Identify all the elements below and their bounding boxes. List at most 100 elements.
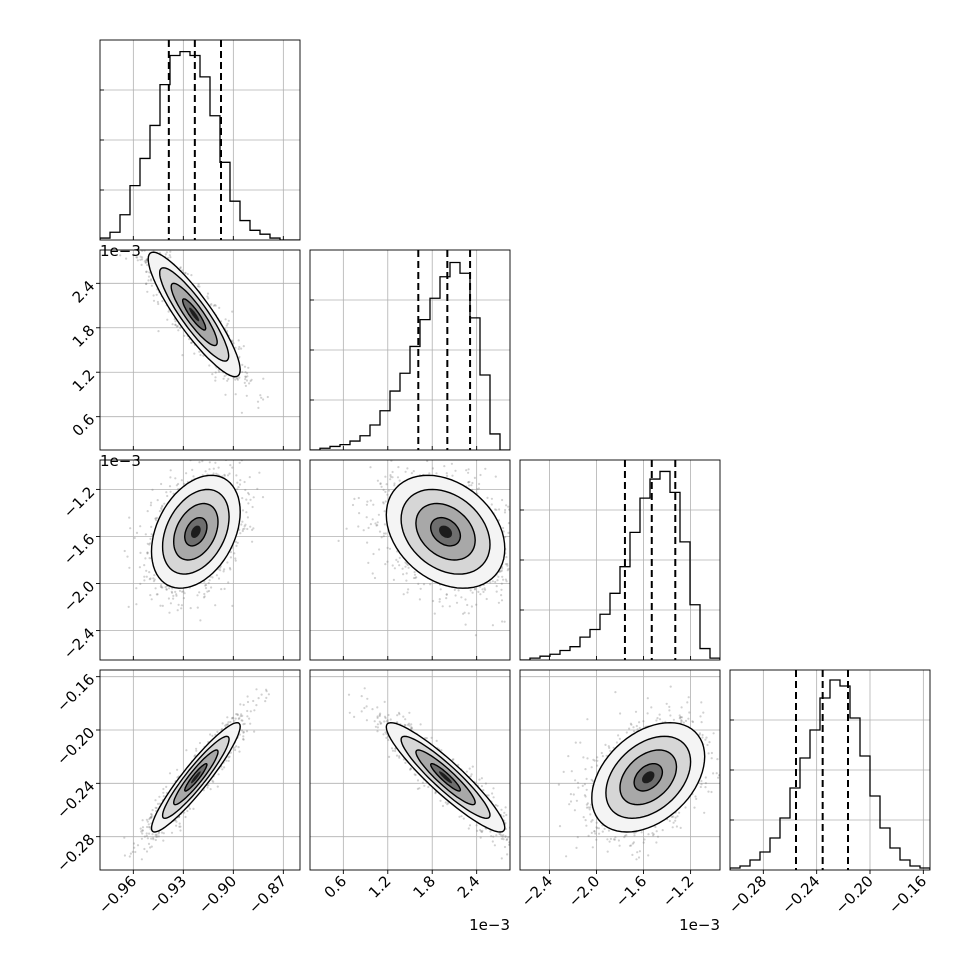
scatter-point: [404, 561, 407, 564]
scatter-point: [143, 579, 146, 582]
scatter-point: [169, 602, 172, 605]
scatter-point: [345, 527, 348, 530]
scatter-point: [405, 572, 408, 575]
scatter-point: [501, 620, 504, 623]
scatter-point: [203, 457, 205, 459]
scatter-point: [407, 566, 410, 569]
scatter-point: [168, 611, 171, 614]
scatter-point: [184, 271, 187, 274]
scatter-point: [412, 470, 415, 473]
scatter-point: [266, 395, 269, 399]
scatter-point: [242, 345, 245, 348]
density-fill: [439, 525, 453, 538]
scatter-point: [507, 522, 510, 525]
scatter-point: [150, 501, 153, 504]
scatter-point: [507, 505, 510, 508]
scatter-point: [146, 552, 149, 555]
scatter-point: [185, 472, 188, 475]
scatter-point: [150, 284, 153, 287]
scatter-point: [145, 270, 148, 273]
scatter-point: [374, 522, 377, 525]
scatter-point: [389, 475, 392, 478]
scatter-point: [144, 247, 146, 249]
scatter-point: [146, 263, 149, 267]
scatter-point: [141, 256, 144, 259]
scatter-point: [435, 472, 438, 475]
scatter-point: [386, 546, 389, 550]
scatter-point: [505, 504, 508, 507]
scatter-point: [190, 341, 193, 344]
scatter-point: [244, 523, 247, 526]
scatter-point: [175, 484, 178, 487]
scatter-point: [535, 547, 537, 549]
histogram-panel-0-plot-area: [100, 40, 300, 240]
scatter-point: [153, 574, 156, 577]
scatter-point: [214, 379, 217, 382]
scatter-point: [154, 517, 157, 520]
contour-line: [158, 267, 230, 362]
scatter-point: [151, 488, 154, 491]
scatter-point: [245, 498, 248, 501]
contour-line: [172, 502, 219, 561]
scatter-point: [471, 591, 474, 594]
scatter-point: [245, 379, 249, 382]
scatter-point: [174, 323, 177, 327]
scatter-point: [147, 242, 149, 244]
scatter-point: [123, 549, 126, 553]
scatter-point: [198, 350, 201, 353]
scatter-point: [506, 564, 509, 567]
scatter-point: [181, 590, 184, 593]
scatter-point: [520, 589, 522, 591]
contour-line: [150, 474, 241, 589]
scatter-point: [226, 379, 229, 382]
scatter-point: [387, 489, 390, 492]
scatter-point: [169, 476, 172, 479]
scatter-point: [167, 310, 170, 313]
scatter-point: [215, 472, 218, 475]
scatter-point: [136, 256, 139, 259]
scatter-point: [234, 393, 237, 396]
scatter-point: [494, 508, 497, 511]
scatter-point: [422, 583, 426, 586]
contour-line: [170, 282, 218, 347]
scatter-point: [223, 375, 226, 378]
scatter-point: [405, 579, 408, 582]
histogram-step-line: [100, 51, 300, 240]
scatter-point: [136, 259, 139, 262]
scatter-point: [369, 523, 372, 526]
contour-line: [161, 488, 230, 575]
scatter-point: [186, 272, 189, 276]
scatter-point: [241, 363, 244, 366]
scatter-point: [139, 255, 142, 258]
scatter-point: [503, 620, 506, 623]
scatter-point: [371, 518, 374, 521]
scatter-point: [177, 329, 180, 332]
scatter-point: [389, 474, 392, 477]
scatter-point: [138, 231, 140, 233]
scatter-point: [128, 566, 131, 569]
scatter-point: [214, 371, 217, 374]
scatter-point: [464, 623, 467, 626]
scatter-point: [155, 593, 158, 596]
scatter-point: [218, 306, 221, 309]
scatter-point: [155, 242, 157, 244]
scatter-point: [206, 292, 210, 295]
scatter-point: [121, 223, 123, 225]
scatter-point: [463, 611, 466, 614]
scatter-point: [220, 588, 223, 591]
scatter-point: [497, 575, 500, 578]
scatter-point: [404, 470, 407, 473]
scatter-point: [160, 507, 163, 510]
scatter-point: [501, 575, 504, 578]
scatter-point: [234, 540, 237, 543]
scatter-point: [152, 577, 155, 580]
scatter-point: [250, 378, 253, 381]
scatter-point: [393, 567, 396, 570]
scatter-point: [215, 574, 218, 577]
scatter-point: [259, 394, 262, 397]
scatter-panel-0-1-plot-area: [100, 223, 300, 450]
scatter-point: [445, 593, 448, 596]
scatter-point: [241, 509, 245, 512]
scatter-point: [135, 603, 138, 606]
